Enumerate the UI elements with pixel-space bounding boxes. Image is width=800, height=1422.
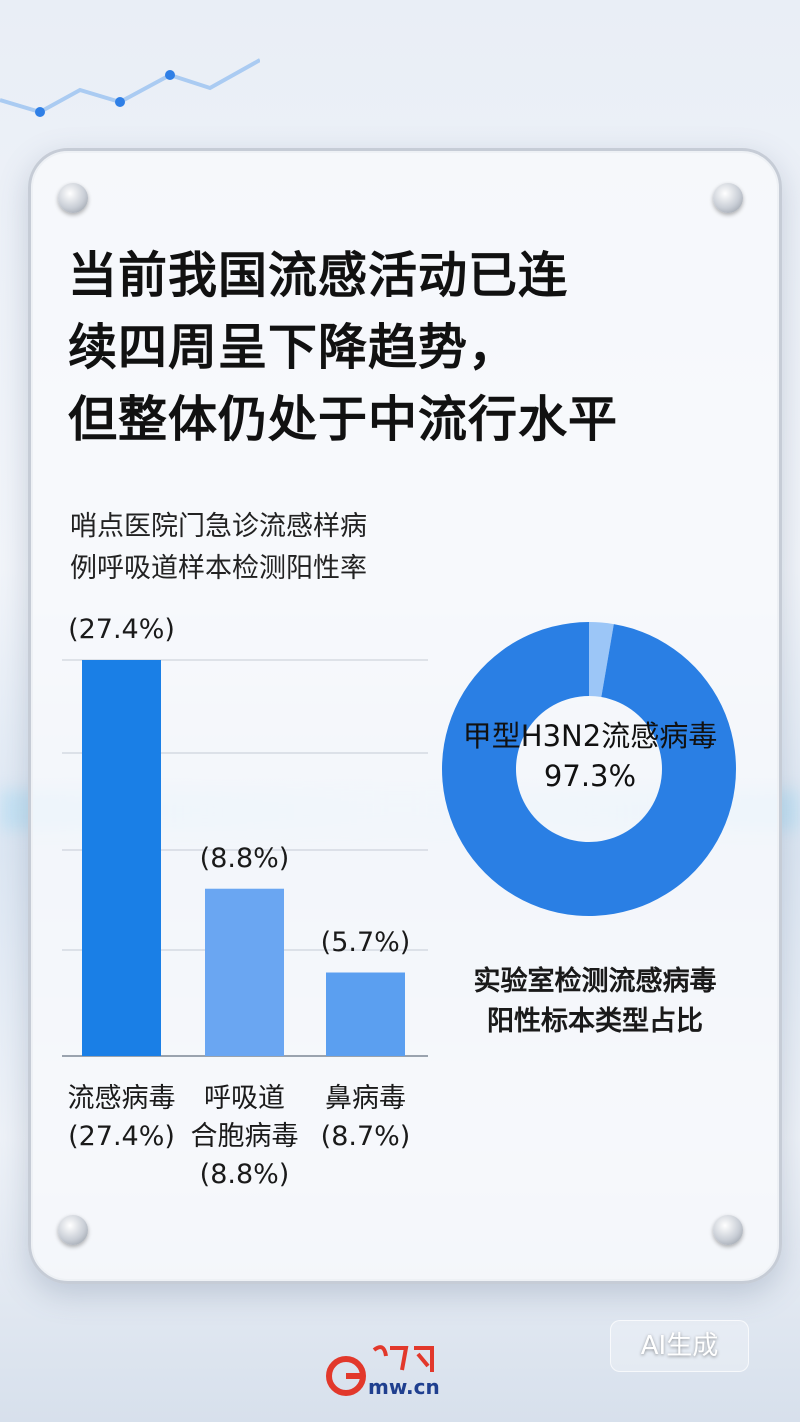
donut-slice <box>441 621 736 916</box>
bar-chart-title: 哨点医院门急诊流感样病 例呼吸道样本检测阳性率 <box>70 506 367 590</box>
bar-data-label: (8.8%) <box>199 842 290 874</box>
bar-chart-title-line: 例呼吸道样本检测阳性率 <box>70 553 367 584</box>
screw-icon <box>58 1215 88 1245</box>
donut-title-line: 实验室检测流感病毒 <box>473 966 717 997</box>
title-line: 但整体仍处于中流行水平 <box>68 391 619 448</box>
bar-chart-title-line: 哨点医院门急诊流感样病 <box>70 511 367 542</box>
background-line-decoration <box>0 58 260 117</box>
screw-icon <box>713 183 743 213</box>
bar-category-label: 鼻病毒 (8.7%) <box>320 1083 411 1152</box>
bar-data-label: (27.4%) <box>68 614 175 645</box>
donut-chart-title: 实验室检测流感病毒 阳性标本类型占比 <box>440 962 750 1042</box>
bar <box>205 888 284 1056</box>
page-title: 当前我国流感活动已连 续四周呈下降趋势， 但整体仍处于中流行水平 <box>68 240 618 456</box>
screw-icon <box>58 183 88 213</box>
bar <box>326 972 405 1056</box>
bar <box>82 660 161 1056</box>
bar-category-label: 呼吸道 合胞病毒 (8.8%) <box>190 1083 299 1190</box>
title-line: 当前我国流感活动已连 <box>68 247 569 304</box>
bar-data-label: (5.7%) <box>320 926 411 958</box>
donut-center-name: 甲型H3N2流感病毒 <box>462 719 718 753</box>
title-line: 续四周呈下降趋势， <box>68 319 519 376</box>
donut-slice <box>589 622 614 698</box>
donut-title-line: 阳性标本类型占比 <box>487 1006 703 1037</box>
screw-icon <box>713 1215 743 1245</box>
bar-category-label: 流感病毒 (27.4%) <box>67 1083 176 1152</box>
donut-center-value: 97.3% <box>543 759 637 793</box>
donut-center-label: 甲型H3N2流感病毒 97.3% <box>440 716 740 796</box>
ai-generated-badge: AI生成 <box>610 1320 749 1372</box>
svg-text:mw.cn: mw.cn <box>368 1375 440 1399</box>
gmw-logo: mw.cn <box>326 1345 440 1399</box>
